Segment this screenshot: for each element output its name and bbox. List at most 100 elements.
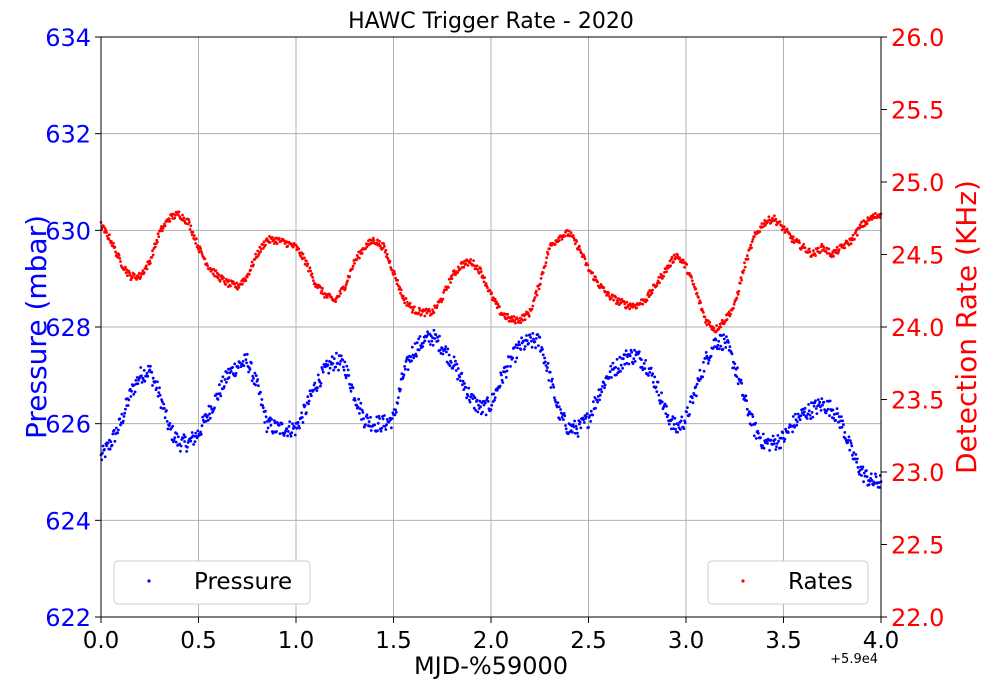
rates-series xyxy=(99,210,883,334)
pressure-point xyxy=(486,399,490,403)
left-tick-label: 626 xyxy=(45,411,91,439)
pressure-point xyxy=(509,365,512,368)
rates-point xyxy=(749,243,753,247)
pressure-point xyxy=(551,383,555,386)
pressure-point xyxy=(196,429,200,433)
rates-point xyxy=(294,243,298,247)
rates-point xyxy=(594,275,597,279)
rates-point xyxy=(334,300,338,303)
pressure-point xyxy=(219,394,223,398)
left-tick-label: 622 xyxy=(45,604,91,632)
pressure-point xyxy=(385,418,389,421)
pressure-point xyxy=(339,360,342,363)
pressure-point xyxy=(120,412,124,416)
pressure-point xyxy=(327,371,331,375)
pressure-point xyxy=(683,421,687,425)
pressure-point xyxy=(456,367,460,370)
rates-point xyxy=(187,218,191,222)
pressure-point xyxy=(836,412,840,415)
rates-point xyxy=(635,306,638,310)
pressure-point xyxy=(585,415,588,418)
rates-point xyxy=(252,263,255,267)
pressure-point xyxy=(802,413,806,416)
pressure-point xyxy=(572,425,576,429)
rates-point xyxy=(385,252,389,256)
pressure-point xyxy=(842,423,845,427)
pressure-point xyxy=(621,357,625,361)
pressure-point xyxy=(332,368,335,372)
pressure-point xyxy=(384,428,388,431)
pressure-point xyxy=(610,376,613,379)
pressure-point xyxy=(158,386,161,390)
rates-point xyxy=(450,277,454,280)
pressure-point xyxy=(865,469,868,472)
rates-point xyxy=(214,269,218,272)
pressure-point xyxy=(127,398,131,402)
pressure-point xyxy=(505,369,509,373)
pressure-point xyxy=(431,343,435,347)
rates-point xyxy=(249,268,253,272)
pressure-point xyxy=(656,380,660,384)
pressure-point xyxy=(430,339,434,343)
pressure-point xyxy=(838,426,842,429)
rates-point xyxy=(767,215,771,219)
left-tick-label: 634 xyxy=(45,24,91,52)
pressure-point xyxy=(527,342,530,345)
rates-point xyxy=(658,281,661,285)
rates-point xyxy=(217,273,221,277)
pressure-point xyxy=(421,345,425,348)
pressure-point xyxy=(525,334,528,337)
pressure-point xyxy=(862,471,866,475)
right-tick-label: 24.0 xyxy=(891,314,944,342)
pressure-point xyxy=(446,347,450,351)
pressure-point xyxy=(183,440,187,443)
pressure-point xyxy=(393,413,397,417)
rates-point xyxy=(681,258,685,262)
pressure-point xyxy=(415,354,418,358)
pressure-point xyxy=(766,442,769,445)
pressure-point xyxy=(124,407,127,411)
rates-point xyxy=(512,315,516,318)
rates-point xyxy=(507,319,511,323)
pressure-point xyxy=(101,451,104,455)
pressure-point xyxy=(603,383,607,387)
rates-point xyxy=(314,283,318,287)
pressure-point xyxy=(573,431,577,435)
rates-point xyxy=(835,248,838,252)
pressure-point xyxy=(290,431,294,435)
pressure-point xyxy=(171,424,175,428)
pressure-point xyxy=(523,347,526,351)
pressure-point xyxy=(752,434,756,438)
rates-point xyxy=(135,278,138,281)
pressure-point xyxy=(321,368,324,371)
rates-point xyxy=(448,277,452,281)
rates-point xyxy=(544,261,548,265)
rates-point xyxy=(454,273,457,277)
pressure-point xyxy=(399,388,402,391)
pressure-point xyxy=(410,345,414,349)
rates-point xyxy=(277,236,281,240)
rates-point xyxy=(853,237,856,241)
rates-point xyxy=(449,281,452,284)
pressure-point xyxy=(438,348,442,352)
rates-point xyxy=(586,263,590,267)
rates-point xyxy=(118,257,122,260)
rates-point xyxy=(751,238,755,241)
pressure-point xyxy=(718,347,721,351)
pressure-point xyxy=(843,431,847,434)
pressure-point xyxy=(811,415,815,419)
pressure-point xyxy=(826,407,830,411)
pressure-point xyxy=(663,402,667,406)
rates-point xyxy=(218,279,222,283)
rates-point xyxy=(229,284,232,288)
pressure-point xyxy=(805,414,808,418)
rates-point xyxy=(735,296,739,300)
pressure-point xyxy=(748,410,751,414)
rates-point xyxy=(136,274,140,277)
rates-point xyxy=(488,289,492,293)
pressure-point xyxy=(815,412,819,415)
rates-point xyxy=(580,251,583,255)
pressure-point xyxy=(874,472,877,476)
pressure-point xyxy=(478,399,482,403)
pressure-point xyxy=(611,361,615,365)
